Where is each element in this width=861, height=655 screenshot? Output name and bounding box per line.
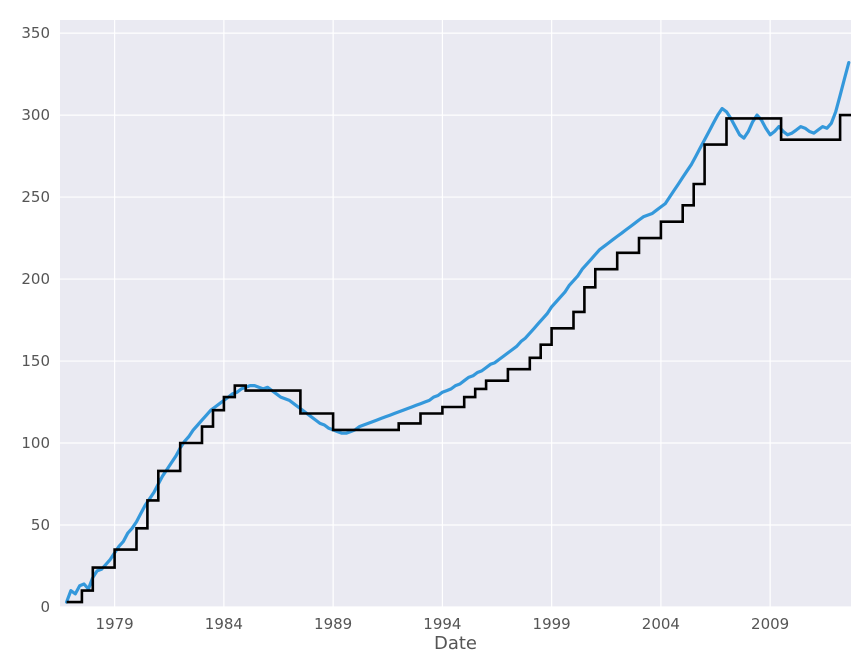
line-chart: 0 50 100 150 200 250 300 350 1979 1984 1989 1994 199… — [0, 0, 861, 655]
x-axis-label: Date — [434, 633, 477, 654]
y-tick-label: 50 — [31, 516, 50, 534]
x-tick-label: 1989 — [314, 615, 352, 633]
y-tick-label: 150 — [21, 352, 50, 370]
x-tick-label: 1979 — [96, 615, 134, 633]
y-tick-label: 350 — [21, 24, 50, 42]
x-tick-label: 2009 — [751, 615, 789, 633]
x-tick-label: 1994 — [423, 615, 461, 633]
y-tick-label: 100 — [21, 434, 50, 452]
chart-svg: 0 50 100 150 200 250 300 350 1979 1984 1989 1994 199… — [0, 0, 861, 655]
x-tick-label: 2004 — [642, 615, 680, 633]
y-tick-label: 250 — [21, 188, 50, 206]
x-tick-label: 1984 — [205, 615, 243, 633]
y-tick-label: 300 — [21, 106, 50, 124]
plot-area — [60, 20, 851, 607]
y-tick-label: 0 — [40, 598, 50, 616]
x-tick-label: 1999 — [533, 615, 571, 633]
y-tick-label: 200 — [21, 270, 50, 288]
